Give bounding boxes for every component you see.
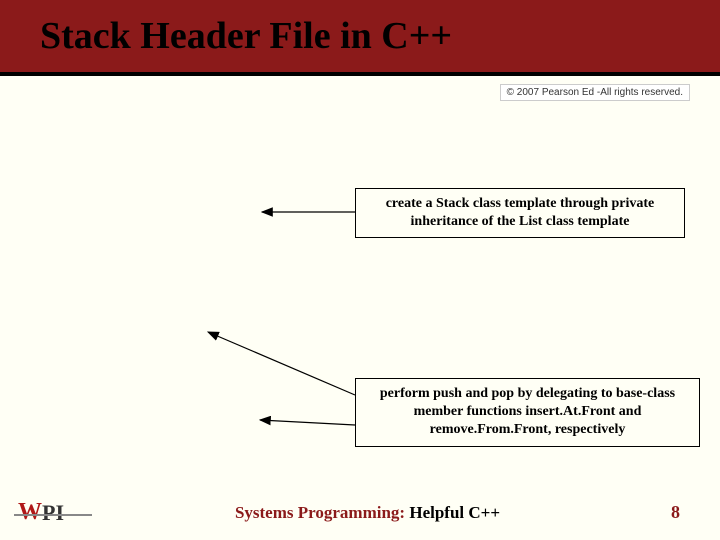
logo-underline [14, 514, 92, 516]
wpi-logo: W PI [18, 499, 64, 526]
logo-w: W [18, 499, 40, 526]
logo-pi: PI [42, 500, 64, 526]
copyright-notice: © 2007 Pearson Ed -All rights reserved. [500, 84, 690, 101]
footer-label: Systems Programming: Helpful C++ [235, 503, 500, 523]
arrow-overlay [0, 0, 720, 540]
footer-label-black: Helpful C++ [405, 503, 500, 522]
callout-push-pop: perform push and pop by delegating to ba… [355, 378, 700, 447]
callout-inheritance: create a Stack class template through pr… [355, 188, 685, 238]
title-bar: Stack Header File in C++ [0, 0, 720, 76]
footer: W PI Systems Programming: Helpful C++ 8 [0, 499, 720, 526]
footer-label-colored: Systems Programming: [235, 503, 405, 522]
page-number: 8 [671, 502, 680, 523]
slide-title: Stack Header File in C++ [40, 14, 452, 58]
